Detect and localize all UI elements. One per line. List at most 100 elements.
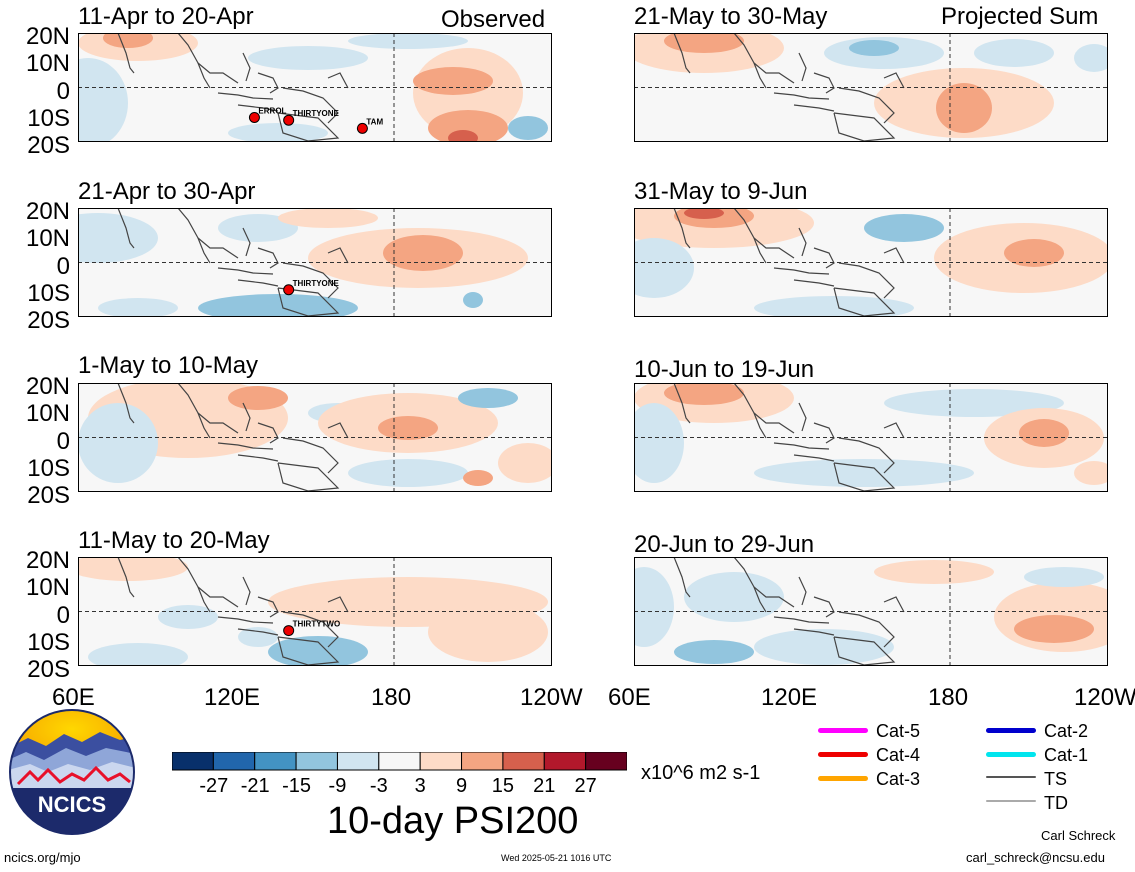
anomaly-contour bbox=[936, 83, 992, 133]
coastline bbox=[833, 287, 896, 316]
lat-label: 20S bbox=[27, 482, 70, 509]
anomaly-contour bbox=[348, 34, 468, 49]
coastline bbox=[883, 422, 905, 439]
coastline bbox=[793, 104, 835, 112]
coastline bbox=[833, 112, 896, 141]
anomaly-contour bbox=[268, 636, 368, 665]
coastline bbox=[327, 422, 349, 439]
anomaly-contour bbox=[428, 602, 548, 662]
lon-label: 120E bbox=[761, 684, 818, 711]
lon-label: 180 bbox=[371, 684, 412, 711]
anomaly-contour bbox=[79, 558, 188, 581]
coastline bbox=[117, 558, 135, 598]
lat-label: 10N bbox=[25, 400, 70, 428]
anomaly-contour bbox=[248, 46, 368, 70]
lat-label: 0 bbox=[56, 252, 70, 280]
anomaly-contour bbox=[463, 292, 483, 308]
anomaly-contour bbox=[228, 386, 288, 410]
map-panel: THIRTYONE bbox=[78, 208, 552, 317]
coastline bbox=[257, 72, 279, 94]
anomaly-contour bbox=[218, 214, 298, 242]
coastline bbox=[282, 262, 339, 299]
colorbar-tick: 9 bbox=[455, 775, 468, 797]
lat-label: 20N bbox=[25, 547, 70, 574]
coastline bbox=[117, 209, 135, 249]
coastline bbox=[277, 287, 340, 316]
anomaly-contour bbox=[383, 235, 463, 271]
coastline bbox=[838, 611, 895, 648]
anomaly-contour bbox=[98, 298, 178, 316]
anomaly-contour bbox=[198, 294, 358, 316]
map-canvas bbox=[79, 384, 551, 491]
anomaly-contour bbox=[238, 627, 278, 647]
coastline bbox=[773, 92, 830, 100]
colorbar-segment bbox=[461, 751, 504, 771]
storm-label: THIRTYTWO bbox=[293, 620, 341, 629]
anomaly-contour bbox=[103, 34, 153, 48]
legend-swatch bbox=[986, 752, 1036, 757]
lat-label: 10N bbox=[25, 574, 70, 602]
coastline bbox=[197, 412, 239, 434]
lat-label: 10S bbox=[27, 279, 70, 307]
coastline bbox=[833, 462, 896, 491]
anomaly-contour bbox=[79, 58, 128, 141]
coastline bbox=[883, 596, 905, 613]
lat-label: 20N bbox=[25, 198, 70, 225]
coastline bbox=[257, 247, 279, 269]
storm-marker bbox=[283, 114, 295, 126]
coastline bbox=[242, 227, 251, 257]
map-panel bbox=[634, 383, 1108, 492]
footer-url: ncics.org/mjo bbox=[4, 850, 81, 865]
coastline bbox=[217, 267, 274, 275]
coastline bbox=[773, 267, 830, 275]
lat-label: 20N bbox=[25, 23, 70, 50]
lat-label: 20S bbox=[27, 132, 70, 159]
panel-title: 21-May to 30-May bbox=[634, 3, 828, 30]
colorbar-segment bbox=[254, 751, 297, 771]
coastline bbox=[242, 52, 251, 82]
lon-label: 60E bbox=[52, 684, 95, 711]
footer-email: carl_schreck@ncsu.edu bbox=[966, 850, 1105, 865]
anomaly-contour bbox=[884, 389, 1064, 417]
coastline bbox=[237, 628, 279, 636]
map-canvas bbox=[635, 34, 1107, 141]
coastline bbox=[838, 262, 895, 299]
colorbar-segment bbox=[171, 751, 214, 771]
map-canvas: THIRTYTWO bbox=[79, 558, 551, 665]
coastline bbox=[793, 279, 835, 287]
map-canvas bbox=[635, 558, 1107, 665]
colorbar-segment bbox=[543, 751, 587, 771]
colorbar-tick: 27 bbox=[574, 775, 597, 797]
storm-marker bbox=[283, 284, 295, 296]
coastline bbox=[197, 62, 239, 84]
coastline bbox=[793, 628, 835, 636]
colorbar-segment bbox=[502, 751, 545, 771]
storm-marker bbox=[283, 625, 295, 637]
coastline bbox=[282, 437, 339, 474]
colorbar-segment bbox=[295, 751, 338, 771]
legend-swatch bbox=[986, 728, 1036, 733]
anomaly-contour bbox=[754, 629, 894, 665]
lat-label: 0 bbox=[56, 77, 70, 105]
legend-label: TD bbox=[1044, 793, 1068, 813]
legend-label: Cat-2 bbox=[1044, 721, 1089, 741]
legend-label: Cat-4 bbox=[876, 745, 921, 765]
colorbar-tick: -9 bbox=[328, 775, 347, 797]
coastline bbox=[813, 72, 835, 94]
legend-label: TS bbox=[1044, 769, 1068, 789]
legend-label: Cat-1 bbox=[1044, 745, 1089, 765]
anomaly-contour bbox=[278, 209, 378, 228]
anomaly-contour bbox=[635, 238, 694, 298]
lon-label: 60E bbox=[608, 684, 651, 711]
lat-label: 20N bbox=[25, 373, 70, 400]
coastline bbox=[798, 576, 807, 606]
logo-text: NCICS bbox=[38, 792, 106, 817]
legend-swatch bbox=[986, 776, 1036, 778]
coastline bbox=[327, 72, 349, 89]
coastline bbox=[117, 34, 135, 74]
panel-title: 11-May to 20-May bbox=[78, 527, 270, 554]
colorbar-tick: 15 bbox=[491, 775, 515, 797]
coastline bbox=[277, 636, 340, 665]
anomaly-contour bbox=[498, 443, 551, 483]
map-panel: THIRTYTWO bbox=[78, 557, 552, 666]
